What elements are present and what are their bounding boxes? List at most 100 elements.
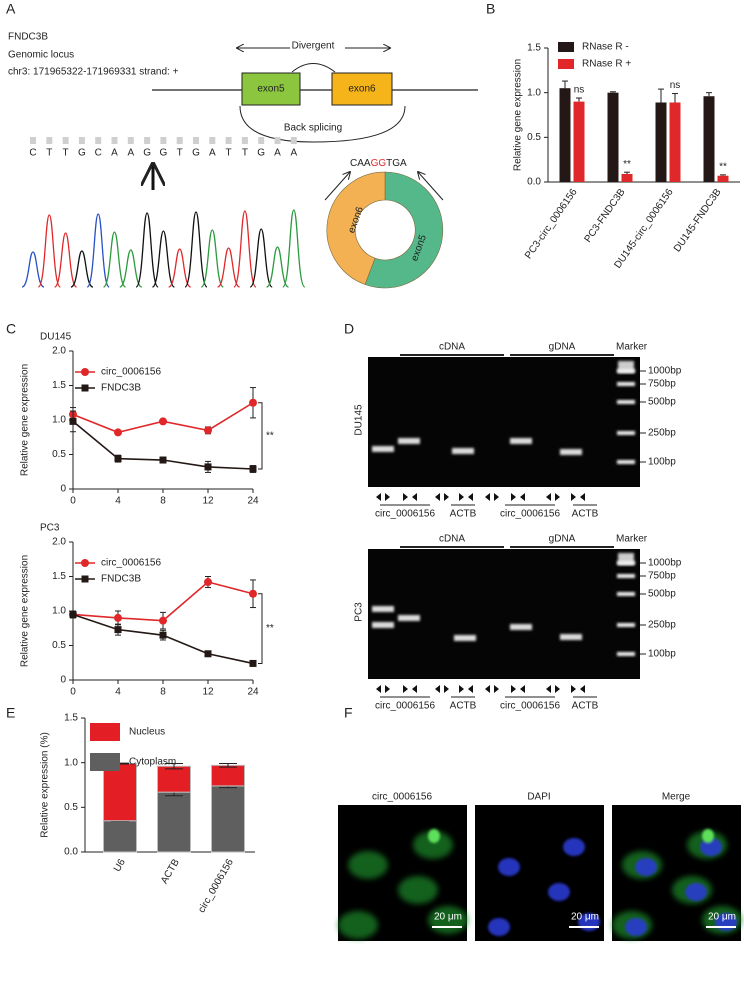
- bar: [703, 96, 715, 182]
- y-tick-label: 0.0: [527, 177, 541, 188]
- trace-peak: [86, 213, 110, 288]
- data-point: [249, 589, 257, 598]
- base-quality-bar: [30, 137, 36, 144]
- y-tick-label: 1.5: [64, 713, 78, 724]
- x-tick-label: PC3-FNDC3B: [583, 187, 628, 245]
- sequence-base: A: [127, 148, 134, 159]
- significance-label: **: [623, 159, 631, 170]
- significance-label: **: [719, 161, 727, 172]
- lane-label: circ_0006156: [500, 509, 560, 520]
- panel-label: E: [6, 705, 15, 721]
- nucleus: [625, 918, 647, 936]
- significance-label: **: [266, 431, 274, 442]
- group-label: gDNA: [549, 534, 576, 545]
- trace-peak: [217, 247, 240, 288]
- x-tick-label: 0: [70, 496, 76, 507]
- nucleus: [498, 858, 520, 876]
- base-quality-bar: [111, 137, 118, 144]
- error-bar: [165, 763, 183, 770]
- significance-bracket: [258, 593, 263, 664]
- base-quality-bar: [127, 137, 134, 144]
- genomic-locus-diagram: [152, 48, 478, 201]
- data-point: [204, 426, 212, 435]
- data-point: [114, 613, 122, 622]
- marker-label: Marker: [616, 534, 648, 545]
- base-quality-bar: [225, 137, 232, 144]
- bar: [655, 102, 667, 182]
- x-tick-label: 4: [115, 687, 121, 698]
- error-bar: [562, 80, 568, 89]
- size-label: 100bp: [648, 457, 676, 468]
- sequence-base: C: [29, 148, 36, 159]
- junction-sequence: CAAGGTGA: [350, 158, 407, 169]
- channel-label: circ_0006156: [372, 792, 432, 803]
- lane-label: ACTB: [450, 701, 477, 712]
- scale-bar-label: 20 μm: [708, 912, 736, 923]
- base-quality-bar: [95, 137, 102, 144]
- bar: [717, 175, 729, 182]
- primer-arrows: [571, 493, 585, 501]
- base-quality-bar: [209, 137, 216, 144]
- data-point: [249, 659, 257, 667]
- group-label: gDNA: [549, 342, 576, 353]
- base-quality-bar: [258, 137, 265, 144]
- channel-label: DAPI: [527, 792, 550, 803]
- y-axis-label: Relative gene expression: [20, 364, 31, 476]
- sequence-base: T: [177, 148, 183, 159]
- data-point: [69, 610, 77, 618]
- trace-peak: [70, 250, 94, 288]
- panel-label: F: [344, 705, 353, 721]
- x-tick-label: 24: [247, 687, 259, 698]
- x-tick-label: DU145-FNDC3B: [672, 187, 724, 255]
- gel-images: 1000bp 750bp 500bp 250bp 100bp cDNA gDNA Marker…: [354, 342, 682, 712]
- lane-label: ACTB: [572, 701, 599, 712]
- legend-label: FNDC3B: [101, 383, 141, 394]
- y-tick-label: 2.0: [52, 537, 66, 548]
- cell-signal: [338, 911, 378, 939]
- gel-band: [560, 449, 582, 455]
- base-quality-bar: [241, 137, 248, 144]
- legend-swatch: [558, 59, 574, 69]
- trace-peak: [266, 246, 289, 288]
- panel-label: B: [486, 1, 495, 17]
- data-point: [204, 463, 212, 471]
- circular-rna-ring: [326, 171, 444, 289]
- x-tick-label: ACTB: [159, 857, 182, 886]
- error-bar: [672, 93, 678, 103]
- cell-line-label: PC3: [354, 602, 365, 622]
- marker-label: Marker: [616, 342, 648, 353]
- ladder-band: [617, 431, 635, 435]
- primer-arrows: [459, 493, 473, 501]
- base-quality-bar: [193, 137, 199, 144]
- y-tick-label: 1.0: [52, 415, 66, 426]
- gel-band: [510, 624, 532, 630]
- cell-signal: [413, 831, 453, 859]
- ladder-band: [617, 369, 635, 373]
- junction-part: G: [378, 158, 386, 169]
- trace-peak: [119, 249, 143, 288]
- bar: [573, 101, 585, 182]
- y-axis-label: Relative gene expression: [513, 59, 524, 171]
- x-tick-label: 24: [247, 496, 259, 507]
- x-tick-label: 8: [160, 687, 166, 698]
- exon-label: exon5: [257, 84, 285, 95]
- gel-band: [560, 634, 582, 640]
- primer-arrows: [376, 685, 390, 693]
- panel-label: C: [6, 321, 16, 337]
- ladder-band: [617, 652, 635, 656]
- primer-arrows: [511, 685, 525, 693]
- ladder-band: [617, 574, 635, 578]
- gel-band: [372, 446, 394, 452]
- junction-part: G: [371, 158, 379, 169]
- error-bar: [720, 174, 726, 176]
- cell-signal: [348, 851, 388, 879]
- legend-label: RNase R +: [582, 59, 631, 70]
- x-tick-label: 8: [160, 496, 166, 507]
- back-splicing-label: Back splicing: [284, 123, 342, 134]
- error-bar: [576, 97, 582, 102]
- y-tick-label: 0: [60, 675, 66, 686]
- x-tick-label: 4: [115, 496, 121, 507]
- chart-subtitle: DU145: [40, 332, 72, 343]
- exon-label: exon6: [348, 84, 376, 95]
